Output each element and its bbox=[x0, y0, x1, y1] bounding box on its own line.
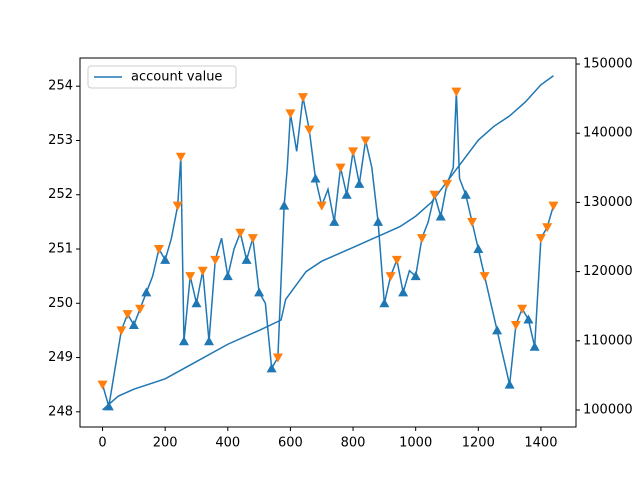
up-marker bbox=[103, 401, 114, 411]
up-marker bbox=[310, 173, 321, 183]
y-tick-label: 248 bbox=[48, 404, 73, 419]
x-tick-label: 1200 bbox=[462, 436, 495, 451]
up-marker bbox=[341, 189, 352, 199]
y-tick-label: 254 bbox=[48, 79, 73, 94]
down-marker bbox=[175, 152, 186, 162]
up-marker bbox=[279, 200, 290, 210]
up-marker bbox=[128, 319, 139, 329]
x-tick-label: 1000 bbox=[399, 436, 432, 451]
x-tick-label: 800 bbox=[341, 436, 366, 451]
down-marker bbox=[348, 147, 359, 157]
down-marker bbox=[542, 223, 553, 233]
y2-tick-label: 100000 bbox=[583, 402, 633, 417]
up-marker bbox=[191, 298, 202, 308]
x-tick-label: 400 bbox=[215, 436, 240, 451]
up-marker bbox=[379, 298, 390, 308]
x-tick-label: 1400 bbox=[524, 436, 557, 451]
up-marker bbox=[473, 244, 484, 254]
down-marker bbox=[416, 234, 427, 244]
x-tick-label: 200 bbox=[153, 436, 178, 451]
down-marker bbox=[247, 234, 258, 244]
x-tick-label: 600 bbox=[278, 436, 303, 451]
down-marker bbox=[535, 234, 546, 244]
up-marker bbox=[410, 271, 421, 281]
y-tick-label: 251 bbox=[48, 242, 73, 257]
down-marker bbox=[153, 245, 164, 255]
up-marker bbox=[141, 287, 152, 297]
down-marker bbox=[441, 179, 452, 189]
series-line bbox=[102, 75, 554, 411]
y-tick-label: 253 bbox=[48, 133, 73, 148]
up-marker bbox=[254, 287, 265, 297]
down-marker bbox=[185, 272, 196, 282]
y2-tick-label: 150000 bbox=[583, 57, 633, 72]
up-marker bbox=[204, 336, 215, 346]
down-marker bbox=[304, 125, 315, 135]
down-marker bbox=[510, 320, 521, 330]
down-marker bbox=[385, 272, 396, 282]
up-marker bbox=[354, 178, 365, 188]
down-marker bbox=[429, 190, 440, 200]
down-marker bbox=[517, 304, 528, 314]
down-marker bbox=[451, 87, 462, 97]
legend-box bbox=[87, 65, 237, 89]
y2-tick-label: 140000 bbox=[583, 126, 633, 141]
up-marker bbox=[529, 341, 540, 351]
up-marker bbox=[178, 336, 189, 346]
down-marker bbox=[297, 93, 308, 103]
plot-frame bbox=[79, 57, 577, 428]
down-marker bbox=[335, 163, 346, 173]
up-marker bbox=[222, 271, 233, 281]
up-marker bbox=[435, 211, 446, 221]
up-marker bbox=[398, 287, 409, 297]
legend-label: account value bbox=[131, 70, 222, 85]
up-marker bbox=[160, 254, 171, 264]
series-line bbox=[101, 91, 555, 407]
down-marker bbox=[316, 201, 327, 211]
down-marker bbox=[197, 266, 208, 276]
up-marker bbox=[460, 189, 471, 199]
down-marker bbox=[285, 109, 296, 119]
up-marker bbox=[492, 325, 503, 335]
down-marker bbox=[548, 201, 559, 211]
up-marker bbox=[523, 314, 534, 324]
down-marker bbox=[391, 255, 402, 265]
down-marker bbox=[116, 326, 127, 336]
x-tick-label: 0 bbox=[98, 436, 106, 451]
y2-tick-label: 110000 bbox=[583, 333, 633, 348]
up-marker bbox=[504, 379, 515, 389]
y2-tick-label: 120000 bbox=[583, 264, 633, 279]
down-marker bbox=[235, 228, 246, 238]
down-marker bbox=[467, 217, 478, 227]
down-marker bbox=[479, 272, 490, 282]
y2-tick-label: 130000 bbox=[583, 195, 633, 210]
y-tick-label: 250 bbox=[48, 296, 73, 311]
down-marker bbox=[210, 255, 221, 265]
y-tick-label: 249 bbox=[48, 350, 73, 365]
down-marker bbox=[360, 136, 371, 146]
down-marker bbox=[172, 201, 183, 211]
up-marker bbox=[373, 216, 384, 226]
down-marker bbox=[122, 310, 133, 320]
y-tick-label: 252 bbox=[48, 187, 73, 202]
down-marker bbox=[97, 380, 108, 390]
down-marker bbox=[272, 353, 283, 363]
down-marker bbox=[135, 304, 146, 314]
up-marker bbox=[266, 363, 277, 373]
up-marker bbox=[241, 254, 252, 264]
up-marker bbox=[329, 216, 340, 226]
